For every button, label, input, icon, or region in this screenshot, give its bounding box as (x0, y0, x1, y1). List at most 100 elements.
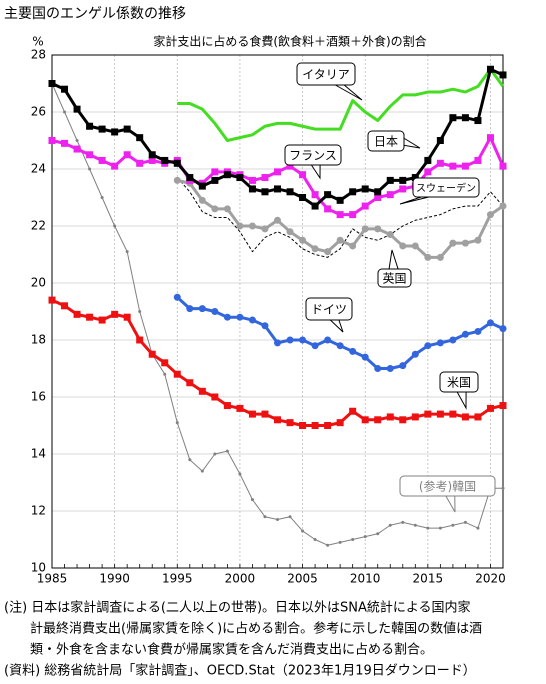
marker (274, 185, 281, 193)
marker (261, 225, 269, 233)
marker (349, 242, 357, 250)
marker (198, 387, 206, 395)
marker (86, 122, 94, 130)
marker (449, 336, 457, 344)
marker (386, 231, 394, 239)
callout-cover (298, 64, 354, 84)
marker (211, 176, 219, 184)
marker (486, 319, 494, 327)
callout-cover (369, 132, 403, 150)
marker (376, 532, 380, 536)
y-unit: % (32, 35, 43, 49)
callout-cover (307, 299, 351, 319)
marker (111, 128, 119, 136)
marker (401, 520, 405, 524)
marker (86, 151, 94, 159)
marker (48, 80, 56, 87)
callout-cover (379, 270, 410, 286)
marker (248, 410, 256, 418)
x-tick-label: 2000 (225, 572, 256, 586)
note: 計最終消費支出(帰属家賃を除く)に占める割合。参考に示した韓国の数値は酒 (4, 621, 482, 637)
marker (248, 176, 256, 184)
chart-subtitle: 家計支出に占める食費(飲食料＋酒類＋外食)の割合 (153, 34, 426, 49)
marker (213, 452, 217, 456)
marker (198, 305, 206, 313)
marker (125, 250, 129, 254)
marker (299, 422, 307, 429)
marker (474, 156, 482, 164)
marker (474, 117, 482, 125)
marker (299, 194, 307, 201)
note: (注) 日本は家計調査による(二人以上の世帯)。日本以外はSNA統計による国内家 (4, 600, 471, 616)
marker (223, 402, 231, 410)
y-tick-label: 16 (31, 390, 46, 404)
marker (276, 518, 279, 522)
marker (499, 162, 507, 170)
marker (286, 188, 294, 196)
marker (123, 151, 131, 159)
marker (148, 156, 156, 164)
marker (324, 336, 332, 344)
marker (223, 205, 231, 213)
legend-label: 日本 (374, 135, 398, 149)
marker (238, 472, 242, 476)
series-line (176, 177, 504, 258)
marker (211, 308, 219, 315)
marker (374, 188, 382, 196)
marker (250, 498, 254, 502)
marker (161, 359, 169, 367)
marker (61, 139, 69, 147)
marker (463, 520, 467, 524)
marker (424, 168, 432, 176)
marker (386, 413, 394, 421)
marker (211, 393, 219, 401)
marker (86, 313, 94, 321)
legend-label: (参考)韓国 (419, 479, 476, 494)
x-tick-label: 1990 (99, 572, 130, 586)
marker (286, 162, 294, 170)
marker (111, 310, 119, 318)
marker (311, 191, 319, 199)
marker (261, 188, 269, 196)
marker (451, 523, 455, 527)
marker (186, 379, 194, 387)
marker (436, 137, 444, 144)
marker (136, 336, 144, 344)
marker (113, 224, 117, 228)
marker (426, 526, 430, 530)
marker (48, 296, 56, 304)
marker (313, 538, 317, 541)
marker (211, 168, 219, 176)
legend-label: イタリア (302, 68, 350, 82)
marker (111, 162, 119, 170)
marker (299, 171, 307, 179)
x-tick-label: 2015 (413, 572, 444, 586)
marker (98, 316, 106, 324)
y-tick-label: 22 (31, 219, 46, 233)
marker (248, 185, 256, 193)
marker (136, 134, 144, 142)
series-line (177, 67, 505, 142)
marker (123, 313, 131, 321)
marker (411, 413, 419, 421)
marker (311, 422, 319, 429)
y-tick-label: 24 (31, 162, 46, 176)
marker (349, 407, 357, 415)
marker (48, 137, 56, 144)
legend-label: ドイツ (311, 303, 347, 317)
marker (413, 523, 417, 527)
marker (73, 105, 81, 113)
marker (486, 134, 494, 142)
marker (274, 216, 281, 224)
marker (188, 458, 192, 462)
marker (261, 322, 269, 330)
marker (63, 110, 67, 114)
marker (399, 242, 407, 250)
marker (449, 114, 457, 122)
legend-label: スウェーデン (416, 182, 476, 195)
marker (299, 236, 307, 244)
marker (148, 350, 156, 358)
marker (324, 422, 332, 429)
marker (75, 139, 79, 142)
marker (436, 159, 444, 167)
